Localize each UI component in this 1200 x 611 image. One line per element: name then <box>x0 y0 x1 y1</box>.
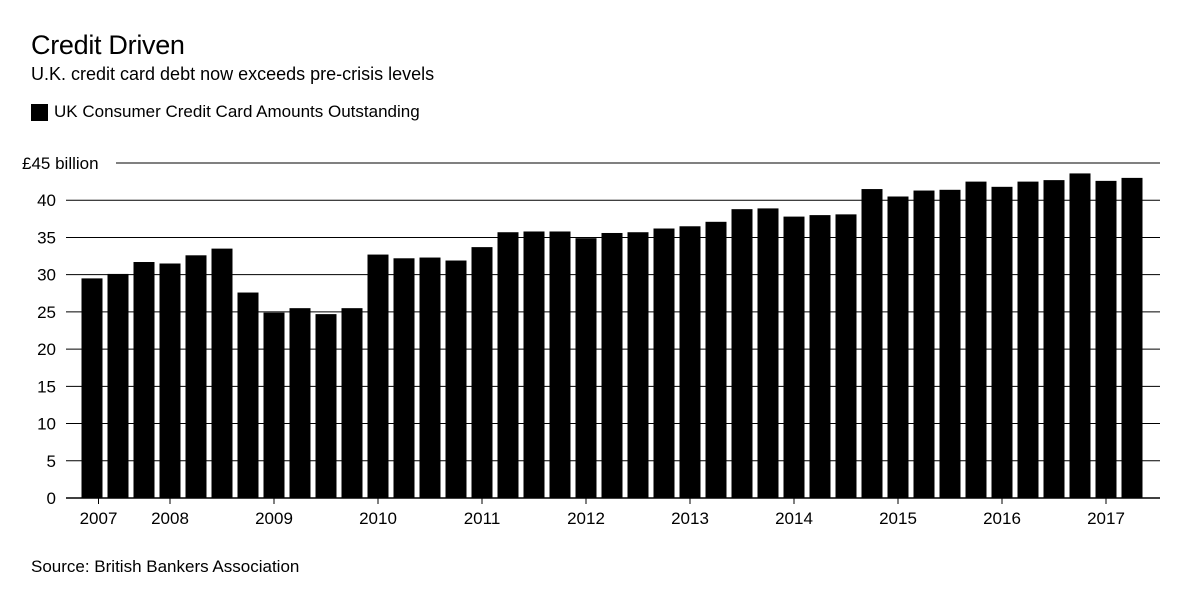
y-tick-label: 0 <box>47 489 56 508</box>
bar <box>81 278 103 498</box>
bar <box>887 196 909 498</box>
bar <box>835 214 857 498</box>
bar <box>185 255 207 498</box>
bar <box>653 228 675 498</box>
bar <box>1069 173 1091 498</box>
x-tick-label: 2012 <box>567 509 605 528</box>
x-tick-label: 2007 <box>80 509 118 528</box>
x-tick-label: 2009 <box>255 509 293 528</box>
bar <box>627 232 649 498</box>
bar <box>159 263 181 498</box>
x-tick-label: 2014 <box>775 509 813 528</box>
bar <box>1043 180 1065 498</box>
bar <box>211 248 233 498</box>
bar <box>1121 177 1143 498</box>
bar <box>679 226 701 498</box>
bar <box>809 215 831 498</box>
bar <box>601 232 623 498</box>
bar <box>1095 180 1117 498</box>
bar <box>393 258 415 498</box>
bar <box>731 209 753 498</box>
x-tick-label: 2016 <box>983 509 1021 528</box>
y-tick-label: 30 <box>37 266 56 285</box>
y-tick-label: 40 <box>37 191 56 210</box>
source-note: Source: British Bankers Association <box>31 557 300 576</box>
legend: UK Consumer Credit Card Amounts Outstand… <box>31 102 420 122</box>
bar <box>497 232 519 498</box>
bar <box>341 308 363 498</box>
x-tick-label: 2010 <box>359 509 397 528</box>
bar <box>107 273 129 498</box>
bar <box>471 247 493 498</box>
y-tick-label: 20 <box>37 340 56 359</box>
y-tick-label: 5 <box>47 452 56 471</box>
bar <box>133 262 155 498</box>
bar <box>575 238 597 498</box>
y-tick-label: 10 <box>37 415 56 434</box>
bar <box>1017 181 1039 498</box>
bar <box>757 208 779 498</box>
legend-swatch <box>31 103 48 121</box>
bar <box>939 189 961 499</box>
bar <box>289 308 311 498</box>
chart-title: Credit Driven <box>31 30 185 60</box>
bar <box>445 260 467 498</box>
x-tick-label: 2013 <box>671 509 709 528</box>
bar <box>263 312 285 498</box>
y-tick-label: 25 <box>37 303 56 322</box>
legend-label: UK Consumer Credit Card Amounts Outstand… <box>54 102 420 121</box>
bar <box>965 181 987 498</box>
bar <box>419 257 441 498</box>
bar <box>549 231 571 498</box>
bar <box>237 292 259 498</box>
y-tick-label: 35 <box>37 228 56 247</box>
bar <box>315 314 337 498</box>
y-tick-label: 15 <box>37 377 56 396</box>
x-tick-label: 2015 <box>879 509 917 528</box>
chart-subtitle: U.K. credit card debt now exceeds pre-cr… <box>31 64 435 84</box>
x-tick-label: 2008 <box>151 509 189 528</box>
bar <box>861 189 883 499</box>
y-tick-label: £45 billion <box>22 154 99 173</box>
x-tick-label: 2011 <box>464 509 501 528</box>
bar <box>913 190 935 499</box>
bar <box>705 221 727 499</box>
bar <box>523 231 545 498</box>
bar <box>991 186 1013 499</box>
bar <box>367 254 389 498</box>
x-tick-label: 2017 <box>1087 509 1125 528</box>
bar <box>783 216 805 498</box>
